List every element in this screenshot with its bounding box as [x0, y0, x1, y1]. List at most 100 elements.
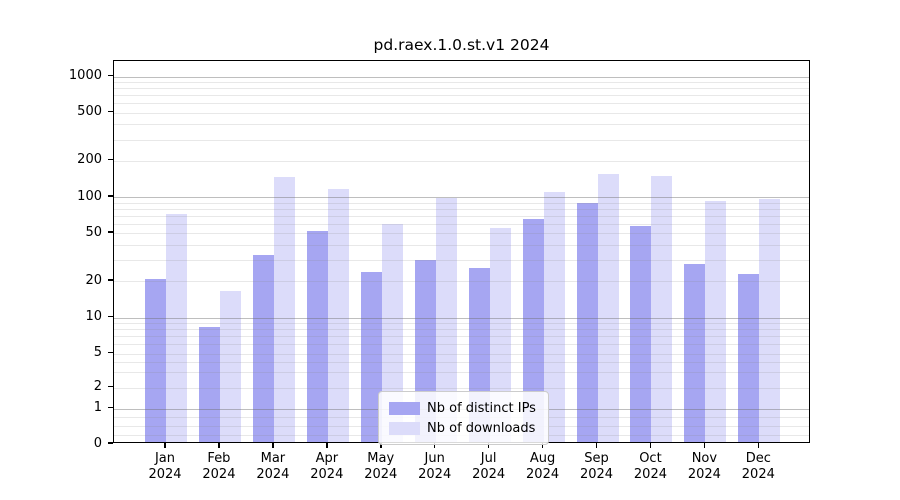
- year-label: 2024: [472, 467, 506, 482]
- x-axis-tick: [487, 443, 490, 448]
- x-axis-tick: [433, 443, 436, 448]
- x-axis-tick-label: Aug 2024: [513, 451, 573, 483]
- month-label: Apr: [315, 451, 339, 466]
- month-label: Jan: [154, 451, 176, 466]
- y-axis-tick-label: 200: [77, 152, 102, 168]
- month-label: Dec: [745, 451, 771, 466]
- bar-distinct-ips-aug: [522, 219, 544, 442]
- month-label: Mar: [260, 451, 286, 466]
- month-label: Nov: [691, 451, 718, 466]
- legend-label: Nb of distinct IPs: [427, 400, 536, 416]
- bar-downloads-sep: [597, 174, 619, 442]
- x-axis-tick: [218, 443, 220, 448]
- minor-gridline: [114, 95, 809, 97]
- y-axis-tick-label: 0: [93, 435, 102, 451]
- y-axis-tick: [108, 279, 113, 281]
- bar-downloads-jul: [489, 228, 511, 442]
- plot-area: [113, 60, 810, 443]
- y-axis-tick-label: 500: [77, 104, 102, 120]
- year-label: 2024: [579, 467, 614, 482]
- bar-downloads-jun: [435, 197, 457, 442]
- year-label: 2024: [633, 467, 667, 482]
- legend-label: Nb of downloads: [427, 420, 536, 436]
- x-axis-tick-label: Mar 2024: [243, 451, 303, 483]
- y-axis-tick: [108, 442, 113, 444]
- x-axis-tick-label: Oct 2024: [620, 451, 680, 483]
- month-label: Jul: [480, 451, 497, 466]
- bar-distinct-ips-nov: [684, 263, 706, 442]
- major-gridline: [114, 197, 809, 198]
- bar-distinct-ips-mar: [252, 254, 274, 442]
- bar-distinct-ips-jan: [145, 279, 166, 442]
- x-axis-tick: [541, 443, 544, 448]
- year-label: 2024: [687, 467, 721, 482]
- chart-title: pd.raex.1.0.st.v1 2024: [373, 36, 550, 54]
- bar-distinct-ips-dec: [738, 274, 760, 442]
- minor-gridline: [114, 88, 809, 90]
- legend-item: Nb of downloads: [389, 418, 536, 438]
- x-axis-tick: [595, 443, 598, 448]
- minor-gridline: [114, 82, 809, 83]
- month-label: May: [367, 451, 395, 466]
- x-axis-tick: [272, 443, 274, 448]
- year-label: 2024: [741, 467, 775, 482]
- year-label: 2024: [310, 467, 344, 482]
- month-label: Oct: [639, 451, 662, 466]
- legend: Nb of distinct IPs Nb of downloads: [378, 391, 549, 445]
- y-axis-tick-label: 50: [85, 224, 102, 240]
- x-axis-tick: [379, 443, 382, 448]
- bar-downloads-may: [381, 223, 403, 442]
- minor-gridline: [114, 139, 809, 141]
- y-axis-tick: [108, 231, 113, 233]
- x-axis-tick: [703, 443, 706, 448]
- bar-downloads-oct: [651, 175, 673, 442]
- y-axis-tick: [108, 74, 113, 77]
- year-label: 2024: [418, 467, 452, 482]
- month-label: Sep: [584, 451, 609, 466]
- x-axis-tick: [326, 443, 328, 448]
- year-label: 2024: [256, 467, 290, 482]
- x-axis-tick-label: Feb 2024: [189, 451, 249, 483]
- bar-distinct-ips-sep: [576, 202, 598, 442]
- y-axis-tick: [108, 351, 113, 354]
- bar-distinct-ips-oct: [630, 226, 652, 442]
- x-axis-tick: [164, 443, 166, 448]
- bar-distinct-ips-feb: [198, 327, 220, 442]
- y-axis-tick: [108, 385, 113, 388]
- bar-downloads-mar: [273, 177, 295, 442]
- bar-downloads-nov: [705, 200, 727, 442]
- bar-downloads-dec: [759, 198, 781, 442]
- bar-downloads-jan: [166, 213, 187, 442]
- x-axis-tick-label: Dec 2024: [728, 451, 788, 483]
- month-label: Feb: [207, 451, 231, 466]
- bar-downloads-apr: [327, 188, 349, 442]
- y-axis-tick-label: 5: [93, 345, 102, 361]
- x-axis-tick-label: Nov 2024: [674, 451, 734, 483]
- bar-downloads-aug: [543, 192, 565, 442]
- year-label: 2024: [202, 467, 236, 482]
- y-axis-tick-label: 1000: [68, 68, 102, 83]
- y-axis-tick-label: 1: [93, 400, 102, 415]
- x-axis-tick: [649, 443, 652, 448]
- y-axis-tick-label: 2: [93, 379, 102, 394]
- legend-item: Nb of distinct IPs: [389, 398, 536, 418]
- bar-distinct-ips-apr: [306, 231, 328, 442]
- y-axis-tick-label: 100: [77, 188, 102, 204]
- y-axis-tick: [108, 315, 113, 318]
- month-label: Aug: [529, 451, 556, 466]
- year-label: 2024: [526, 467, 560, 482]
- x-axis-tick-label: May 2024: [351, 451, 411, 483]
- year-label: 2024: [148, 467, 182, 482]
- y-axis-tick: [108, 195, 113, 197]
- x-axis-tick-label: Jun 2024: [405, 451, 465, 483]
- minor-gridline: [114, 103, 809, 105]
- x-axis-tick-label: Jul 2024: [459, 451, 519, 483]
- minor-gridline: [114, 112, 809, 114]
- bar-downloads-feb: [219, 290, 241, 442]
- legend-swatch: [389, 401, 420, 415]
- y-axis-tick: [108, 158, 113, 161]
- y-axis-tick-label: 20: [85, 272, 102, 288]
- major-gridline: [114, 76, 809, 78]
- legend-swatch: [389, 421, 420, 435]
